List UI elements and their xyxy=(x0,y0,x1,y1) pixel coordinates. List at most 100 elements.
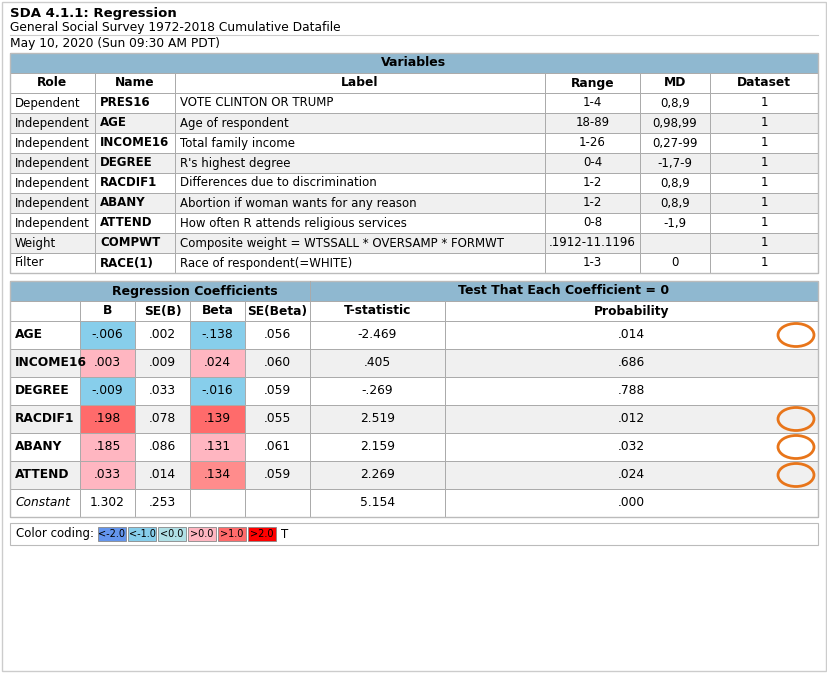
Bar xyxy=(639,113,709,133)
Bar xyxy=(80,301,135,321)
Bar xyxy=(639,173,709,193)
Text: 0,8,9: 0,8,9 xyxy=(659,197,689,209)
Bar xyxy=(10,405,80,433)
Text: Name: Name xyxy=(115,77,155,90)
Text: .000: .000 xyxy=(617,497,644,509)
Text: 1.302: 1.302 xyxy=(90,497,125,509)
Bar xyxy=(709,73,817,93)
Bar xyxy=(444,321,817,349)
Text: Role: Role xyxy=(37,77,68,90)
Text: DEGREE: DEGREE xyxy=(100,157,152,170)
Bar xyxy=(10,133,95,153)
Bar xyxy=(174,193,544,213)
Bar xyxy=(10,53,817,73)
Bar xyxy=(544,133,639,153)
Text: 0-8: 0-8 xyxy=(582,217,601,229)
Bar xyxy=(174,213,544,233)
Bar xyxy=(10,433,80,461)
Text: 0,8,9: 0,8,9 xyxy=(659,176,689,190)
Bar xyxy=(98,527,126,541)
Bar xyxy=(95,93,174,113)
Text: .009: .009 xyxy=(149,357,176,369)
Text: Probability: Probability xyxy=(593,304,668,318)
Text: .033: .033 xyxy=(93,468,121,481)
Bar xyxy=(174,133,544,153)
Text: T: T xyxy=(280,528,288,540)
Text: T-statistic: T-statistic xyxy=(343,304,411,318)
Bar xyxy=(444,433,817,461)
Bar xyxy=(80,377,135,405)
Bar xyxy=(245,489,309,517)
Bar xyxy=(10,213,95,233)
Bar xyxy=(10,281,817,517)
Bar xyxy=(95,253,174,273)
Bar xyxy=(639,233,709,253)
Bar xyxy=(544,193,639,213)
Bar xyxy=(245,433,309,461)
Text: Independent: Independent xyxy=(15,197,90,209)
Text: .1912-11.1196: .1912-11.1196 xyxy=(548,236,635,250)
Text: Independent: Independent xyxy=(15,176,90,190)
Text: Dataset: Dataset xyxy=(736,77,790,90)
Text: .139: .139 xyxy=(203,413,231,425)
Text: .024: .024 xyxy=(203,357,231,369)
Bar xyxy=(309,461,444,489)
Bar xyxy=(444,405,817,433)
Bar xyxy=(189,461,245,489)
Text: .056: .056 xyxy=(264,328,291,341)
Bar xyxy=(10,193,95,213)
Text: Weight: Weight xyxy=(15,236,56,250)
Bar xyxy=(544,233,639,253)
Text: ATTEND: ATTEND xyxy=(15,468,69,481)
Text: 0: 0 xyxy=(671,256,678,269)
Text: Beta: Beta xyxy=(201,304,233,318)
Text: How often R attends religious services: How often R attends religious services xyxy=(179,217,406,229)
Bar xyxy=(10,301,80,321)
Text: ABANY: ABANY xyxy=(15,441,62,454)
Text: INCOME16: INCOME16 xyxy=(15,357,87,369)
Text: -.006: -.006 xyxy=(92,328,123,341)
Bar xyxy=(444,301,817,321)
Bar xyxy=(135,377,189,405)
Bar xyxy=(709,173,817,193)
Bar xyxy=(128,527,155,541)
Bar xyxy=(80,433,135,461)
Text: 2.519: 2.519 xyxy=(360,413,394,425)
Bar xyxy=(309,349,444,377)
Bar xyxy=(80,349,135,377)
Bar xyxy=(218,527,246,541)
Bar xyxy=(174,233,544,253)
Bar xyxy=(10,461,80,489)
Bar xyxy=(80,405,135,433)
Bar xyxy=(174,173,544,193)
Bar xyxy=(189,349,245,377)
Bar xyxy=(639,93,709,113)
Bar xyxy=(10,321,80,349)
Text: 1: 1 xyxy=(759,137,767,149)
Text: Constant: Constant xyxy=(15,497,69,509)
Text: SE(B): SE(B) xyxy=(144,304,181,318)
Text: RACDIF1: RACDIF1 xyxy=(15,413,74,425)
Text: Dependent: Dependent xyxy=(15,96,80,110)
Text: 1: 1 xyxy=(759,197,767,209)
Text: .033: .033 xyxy=(149,384,176,398)
Text: .788: .788 xyxy=(617,384,644,398)
Text: Race of respondent(=WHITE): Race of respondent(=WHITE) xyxy=(179,256,351,269)
Text: .134: .134 xyxy=(203,468,231,481)
Bar xyxy=(10,113,95,133)
Text: 1: 1 xyxy=(759,217,767,229)
Bar xyxy=(639,133,709,153)
Text: >0.0: >0.0 xyxy=(190,529,213,539)
Text: 2.269: 2.269 xyxy=(360,468,394,481)
Bar xyxy=(189,489,245,517)
Text: .032: .032 xyxy=(617,441,644,454)
Text: -1,9: -1,9 xyxy=(662,217,686,229)
Text: 1: 1 xyxy=(759,157,767,170)
Text: >2.0: >2.0 xyxy=(250,529,274,539)
Text: 1-3: 1-3 xyxy=(582,256,601,269)
Text: Independent: Independent xyxy=(15,157,90,170)
Bar xyxy=(639,253,709,273)
Bar xyxy=(95,193,174,213)
Bar xyxy=(544,173,639,193)
Bar xyxy=(245,405,309,433)
